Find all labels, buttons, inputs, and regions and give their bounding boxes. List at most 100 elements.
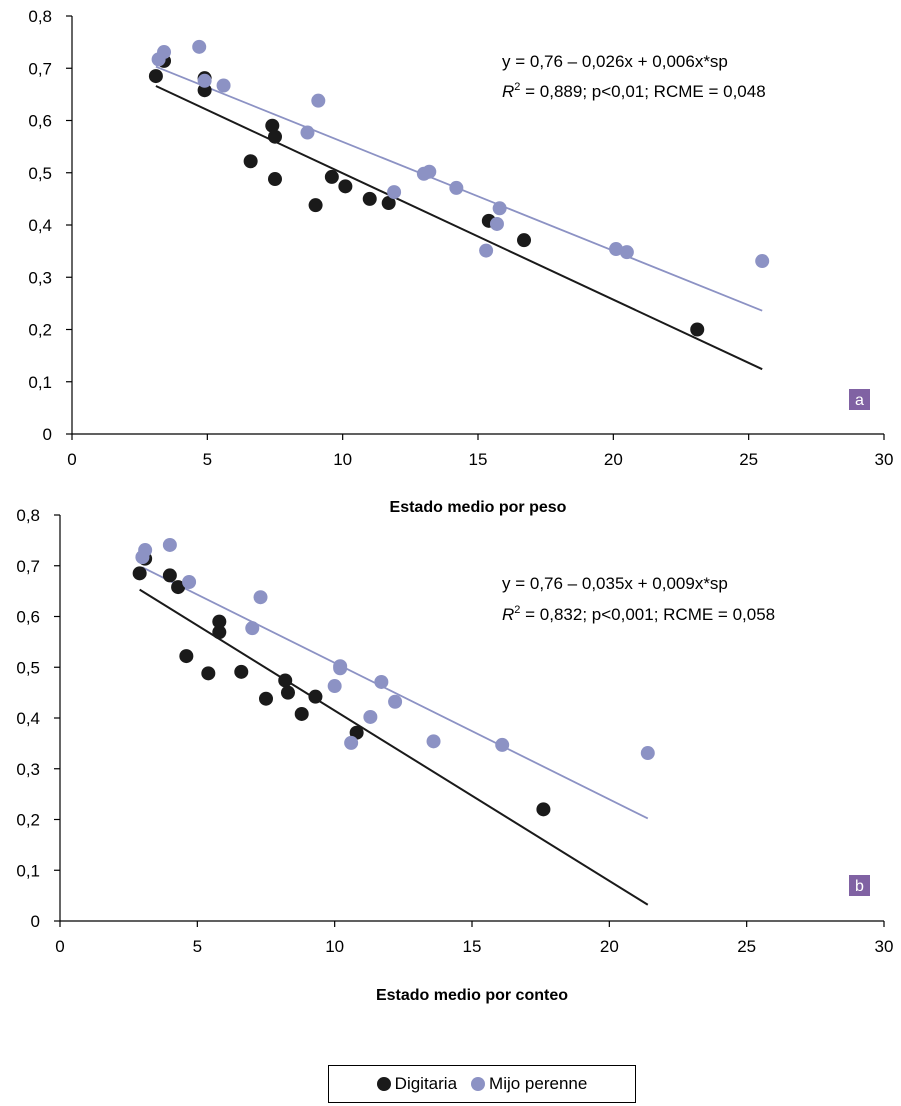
chart-b-digitaria-point [280, 685, 295, 700]
legend: Digitaria Mijo perenne [328, 1065, 636, 1103]
chart-a-mijo-perenne-point [492, 201, 507, 216]
chart-a-mijo-perenne-point [755, 254, 770, 269]
chart-a-x-tick-label: 20 [604, 450, 623, 469]
chart-b-digitaria-point [162, 568, 177, 583]
chart-b-y-tick-label: 0,4 [16, 709, 40, 728]
legend-item-mijo-perenne: Mijo perenne [471, 1074, 587, 1094]
chart-b-digitaria-point [259, 691, 273, 706]
chart-a-digitaria-trendline [155, 85, 763, 371]
chart-a-mijo-perenne-point [479, 243, 494, 258]
chart-a-digitaria-point [308, 198, 323, 213]
chart-a-mijo-perenne-point [157, 45, 172, 60]
chart-b-digitaria-point [234, 664, 249, 679]
chart-b-x-tick-label: 15 [463, 937, 482, 956]
chart-b-x-tick-label: 30 [875, 937, 894, 956]
chart-b-digitaria-point [308, 689, 323, 704]
chart-a-digitaria-point [243, 154, 258, 169]
chart-b-mijo-perenne-point [640, 746, 655, 761]
chart-a-mijo-perenne-point [387, 185, 402, 200]
chart-a-mijo-perenne-point [422, 164, 437, 179]
chart-a-digitaria-point [265, 118, 280, 133]
chart-b-digitaria-point [179, 649, 194, 664]
chart-a-y-tick-label: 0,5 [28, 164, 52, 183]
chart-a-x-tick-label: 25 [739, 450, 758, 469]
chart-b-y-tick-label: 0 [31, 912, 40, 931]
chart-a-digitaria-point [148, 69, 163, 84]
chart-b-equation-line-1: y = 0,76 – 0,035x + 0,009x*sp [502, 574, 728, 593]
chart-a-digitaria-point [362, 191, 377, 206]
chart-a-y-tick-label: 0,1 [28, 373, 52, 392]
chart-b-y-tick-label: 0,1 [16, 861, 40, 880]
chart-a-y-tick-label: 0 [43, 425, 52, 444]
chart-a-digitaria-point [690, 322, 705, 337]
chart-b-x-tick-label: 5 [193, 937, 202, 956]
chart-b-y-tick-label: 0,6 [16, 608, 40, 627]
chart-a-x-tick-label: 10 [333, 450, 352, 469]
chart-a-mijo-perenne-point [192, 39, 207, 54]
chart-a-mijo-perenne-point [609, 242, 624, 257]
chart-a-y-tick-label: 0,6 [28, 112, 52, 131]
chart-a-digitaria-point [268, 129, 282, 144]
chart-b-y-tick-label: 0,7 [16, 557, 40, 576]
chart-b-mijo-perenne-point [333, 659, 348, 674]
chart-a-mijo-perenne-point [489, 216, 504, 231]
legend-label-mijo-perenne: Mijo perenne [489, 1074, 588, 1093]
chart-b-digitaria-point [201, 666, 216, 681]
chart-b-x-tick-label: 20 [600, 937, 619, 956]
chart-b-y-tick-label: 0,8 [16, 506, 40, 525]
chart-b-mijo-perenne-point [138, 543, 153, 558]
chart-a-mijo-perenne-point [300, 125, 315, 140]
chart-a-digitaria-point [324, 169, 339, 184]
chart-b-y-tick-label: 0,3 [16, 760, 40, 779]
chart-a-digitaria-point [381, 196, 396, 211]
chart-a-y-tick-label: 0,8 [28, 7, 52, 26]
chart-b-x-axis-label: Estado medio por conteo [376, 987, 568, 1004]
chart-b-digitaria-trendline [139, 588, 649, 906]
chart-a-mijo-perenne-point [449, 180, 464, 195]
chart-b-mijo-perenne-point [495, 737, 510, 752]
chart-a-panel-badge [849, 389, 870, 410]
chart-a-x-tick-label: 15 [469, 450, 488, 469]
chart-a-y-tick-label: 0,7 [28, 59, 52, 78]
chart-b-equation-line-2: R2 = 0,832; p<0,001; RCME = 0,058 [502, 604, 775, 624]
mijo-perenne-marker-icon [471, 1077, 486, 1091]
chart-b-digitaria-point [212, 625, 227, 640]
chart-b-digitaria-point [278, 673, 293, 688]
chart-b-x-tick-label: 10 [325, 937, 344, 956]
chart-b-x-tick-label: 0 [55, 937, 64, 956]
chart-b-mijo-perenne-trendline [141, 566, 649, 820]
chart-b-mijo-perenne-point [253, 590, 268, 605]
chart-b-mijo-perenne-point [182, 574, 197, 589]
chart-b-digitaria-point [171, 580, 186, 595]
chart-a-mijo-perenne-point [311, 93, 326, 108]
legend-label-digitaria: Digitaria [394, 1074, 458, 1093]
chart-a-y-tick-label: 0,4 [28, 216, 52, 235]
chart-a-y-tick-label: 0,3 [28, 268, 52, 287]
chart-b-mijo-perenne-point [162, 537, 177, 552]
chart-a-x-tick-label: 30 [875, 450, 894, 469]
chart-a-equation-line-1: y = 0,76 – 0,026x + 0,006x*sp [502, 52, 728, 71]
chart-b-digitaria-point [212, 614, 227, 629]
chart-a-y-tick-label: 0,2 [28, 321, 52, 340]
chart-a-digitaria-point [517, 233, 532, 248]
chart-a-x-axis-label: Estado medio por peso [390, 499, 567, 516]
chart-b-x-tick-label: 25 [737, 937, 756, 956]
chart-b-digitaria-point [536, 802, 551, 817]
chart-a-digitaria-point [268, 172, 282, 187]
chart-b-mijo-perenne-point [374, 674, 389, 689]
chart-a-equation-line-2: R2 = 0,889; p<0,01; RCME = 0,048 [502, 81, 766, 101]
chart-b-mijo-perenne-point [363, 709, 378, 724]
chart-b-mijo-perenne-point [388, 694, 403, 709]
chart-b-mijo-perenne-point [245, 621, 260, 636]
chart-b-panel-badge [849, 875, 870, 896]
digitaria-marker-icon [376, 1077, 391, 1091]
chart-b-mijo-perenne-point [426, 734, 441, 749]
chart-b-y-tick-label: 0,5 [16, 658, 40, 677]
chart-a-x-tick-label: 5 [203, 450, 212, 469]
legend-item-digitaria: Digitaria [376, 1074, 458, 1094]
chart-b-y-tick-label: 0,2 [16, 811, 40, 830]
chart-a-panel-label: a [855, 392, 864, 409]
chart-a-x-tick-label: 0 [67, 450, 76, 469]
chart-b-mijo-perenne-point [327, 679, 342, 694]
